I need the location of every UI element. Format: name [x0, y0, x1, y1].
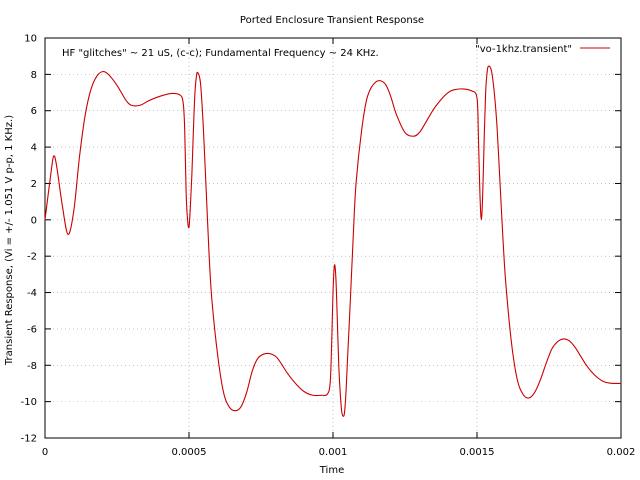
- annotation-text: HF "glitches" ~ 21 uS, (c-c); Fundamenta…: [62, 48, 379, 59]
- y-tick-label: -4: [27, 288, 37, 299]
- y-tick-label: 0: [31, 215, 37, 226]
- series-group: [44, 65, 622, 417]
- y-tick-label: 2: [31, 179, 37, 190]
- axis-ticks: 0 0.0005 0.001 0.0015 0.002 -12 -10 -8 -6 -4 -2 0 2 4…: [21, 34, 636, 459]
- x-tick-label: 0.0015: [460, 447, 495, 458]
- y-tick-label: 10: [24, 34, 37, 45]
- x-tick-label: 0.001: [319, 447, 348, 458]
- y-axis-label: Transient Response, (Vi = +/- 1.051 V p-…: [4, 115, 15, 366]
- y-tick-label: -8: [27, 361, 37, 372]
- y-tick-label: -12: [21, 434, 37, 445]
- x-tick-label: 0: [42, 447, 48, 458]
- x-tick-label: 0.002: [607, 447, 636, 458]
- x-axis-label: Time: [319, 465, 344, 476]
- legend-label: "vo-1khz.transient": [475, 44, 572, 55]
- y-tick-label: 8: [31, 70, 37, 81]
- series-line: [44, 65, 622, 417]
- legend: "vo-1khz.transient": [475, 44, 610, 55]
- x-tick-label: 0.0005: [172, 447, 207, 458]
- y-tick-label: -10: [21, 397, 37, 408]
- y-tick-label: 6: [31, 106, 37, 117]
- y-tick-label: -6: [27, 324, 37, 335]
- y-tick-label: -2: [27, 252, 37, 263]
- chart-title: Ported Enclosure Transient Response: [240, 15, 424, 26]
- y-tick-label: 4: [31, 143, 37, 154]
